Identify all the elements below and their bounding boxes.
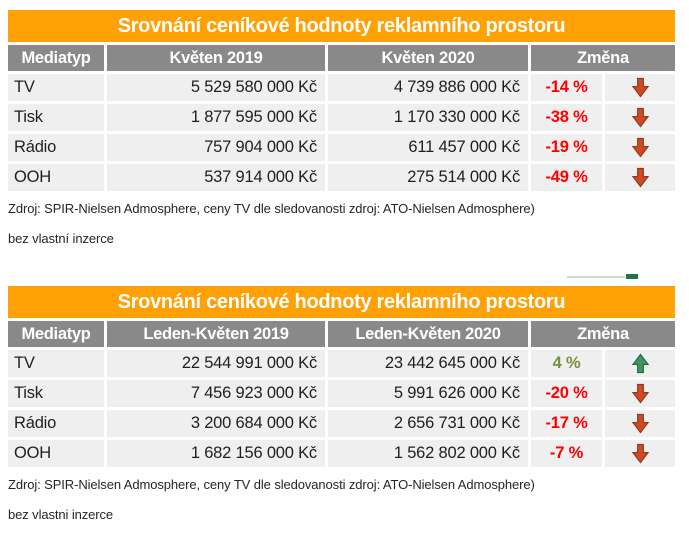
change-percent-cell: -7 % [531,440,602,467]
table-grid: Mediatyp Květen 2019 Květen 2020 Změna T… [8,45,675,191]
value-2020-cell: 611 457 000 Kč [328,134,528,161]
change-percent-cell: -17 % [531,410,602,437]
value-2019-cell: 7 456 923 000 Kč [107,380,325,407]
col-header-mediatyp: Mediatyp [8,321,104,347]
mediatyp-cell: OOH [8,164,104,191]
value-2019-cell: 1 682 156 000 Kč [107,440,325,467]
trend-arrow-cell [605,440,675,467]
col-header-period2: Leden-Květen 2020 [328,321,528,347]
value-2020-cell: 5 991 626 000 Kč [328,380,528,407]
trend-arrow-cell [605,410,675,437]
arrow-down-icon [631,77,649,98]
arrow-down-icon [631,383,649,404]
mediatyp-cell: Rádio [8,134,104,161]
trend-arrow-cell [605,350,675,377]
value-2020-cell: 275 514 000 Kč [328,164,528,191]
trend-arrow-cell [605,74,675,101]
value-2020-cell: 23 442 645 000 Kč [328,350,528,377]
trend-arrow-cell [605,380,675,407]
arrow-down-icon [631,137,649,158]
change-percent-cell: -19 % [531,134,602,161]
col-header-change: Změna [531,45,675,71]
page: Srovnání ceníkové hodnoty reklamního pro… [8,10,675,522]
col-header-period1: Leden-Květen 2019 [107,321,325,347]
trend-arrow-cell [605,164,675,191]
exclusion-note: bez vlastni inzerce [8,507,114,522]
trend-arrow-cell [605,104,675,131]
change-percent-cell: 4 % [531,350,602,377]
col-header-change: Změna [531,321,675,347]
arrow-down-icon [631,167,649,188]
value-2019-cell: 3 200 684 000 Kč [107,410,325,437]
green-marker [626,274,638,279]
arrow-down-icon [631,443,649,464]
price-table-may: Srovnání ceníkové hodnoty reklamního pro… [8,10,675,246]
value-2020-cell: 1 562 802 000 Kč [328,440,528,467]
mediatyp-cell: Rádio [8,410,104,437]
value-2020-cell: 2 656 731 000 Kč [328,410,528,437]
source-note: Zdroj: SPIR-Nielsen Admosphere, ceny TV … [8,201,535,216]
value-2020-cell: 4 739 886 000 Kč [328,74,528,101]
table-title: Srovnání ceníkové hodnoty reklamního pro… [8,286,675,318]
price-table-jan-may: Srovnání ceníkové hodnoty reklamního pro… [8,286,675,522]
table-title: Srovnání ceníkové hodnoty reklamního pro… [8,10,675,42]
arrow-down-icon [631,107,649,128]
value-2019-cell: 1 877 595 000 Kč [107,104,325,131]
teal-line [567,275,625,278]
table-grid: Mediatyp Leden-Květen 2019 Leden-Květen … [8,321,675,467]
mediatyp-cell: Tisk [8,104,104,131]
mediatyp-cell: Tisk [8,380,104,407]
value-2019-cell: 22 544 991 000 Kč [107,350,325,377]
col-header-period1: Květen 2019 [107,45,325,71]
col-header-period2: Květen 2020 [328,45,528,71]
value-2019-cell: 5 529 580 000 Kč [107,74,325,101]
mediatyp-cell: OOH [8,440,104,467]
col-header-mediatyp: Mediatyp [8,45,104,71]
value-2019-cell: 757 904 000 Kč [107,134,325,161]
change-percent-cell: -38 % [531,104,602,131]
trend-arrow-cell [605,134,675,161]
mediatyp-cell: TV [8,74,104,101]
arrow-down-icon [631,413,649,434]
value-2019-cell: 537 914 000 Kč [107,164,325,191]
change-percent-cell: -20 % [531,380,602,407]
source-note: Zdroj: SPIR-Nielsen Admosphere, ceny TV … [8,477,535,492]
value-2020-cell: 1 170 330 000 Kč [328,104,528,131]
exclusion-note: bez vlastní inzerce [8,231,114,246]
change-percent-cell: -14 % [531,74,602,101]
change-percent-cell: -49 % [531,164,602,191]
arrow-up-icon [631,353,649,374]
mediatyp-cell: TV [8,350,104,377]
decorative-line [567,273,647,280]
